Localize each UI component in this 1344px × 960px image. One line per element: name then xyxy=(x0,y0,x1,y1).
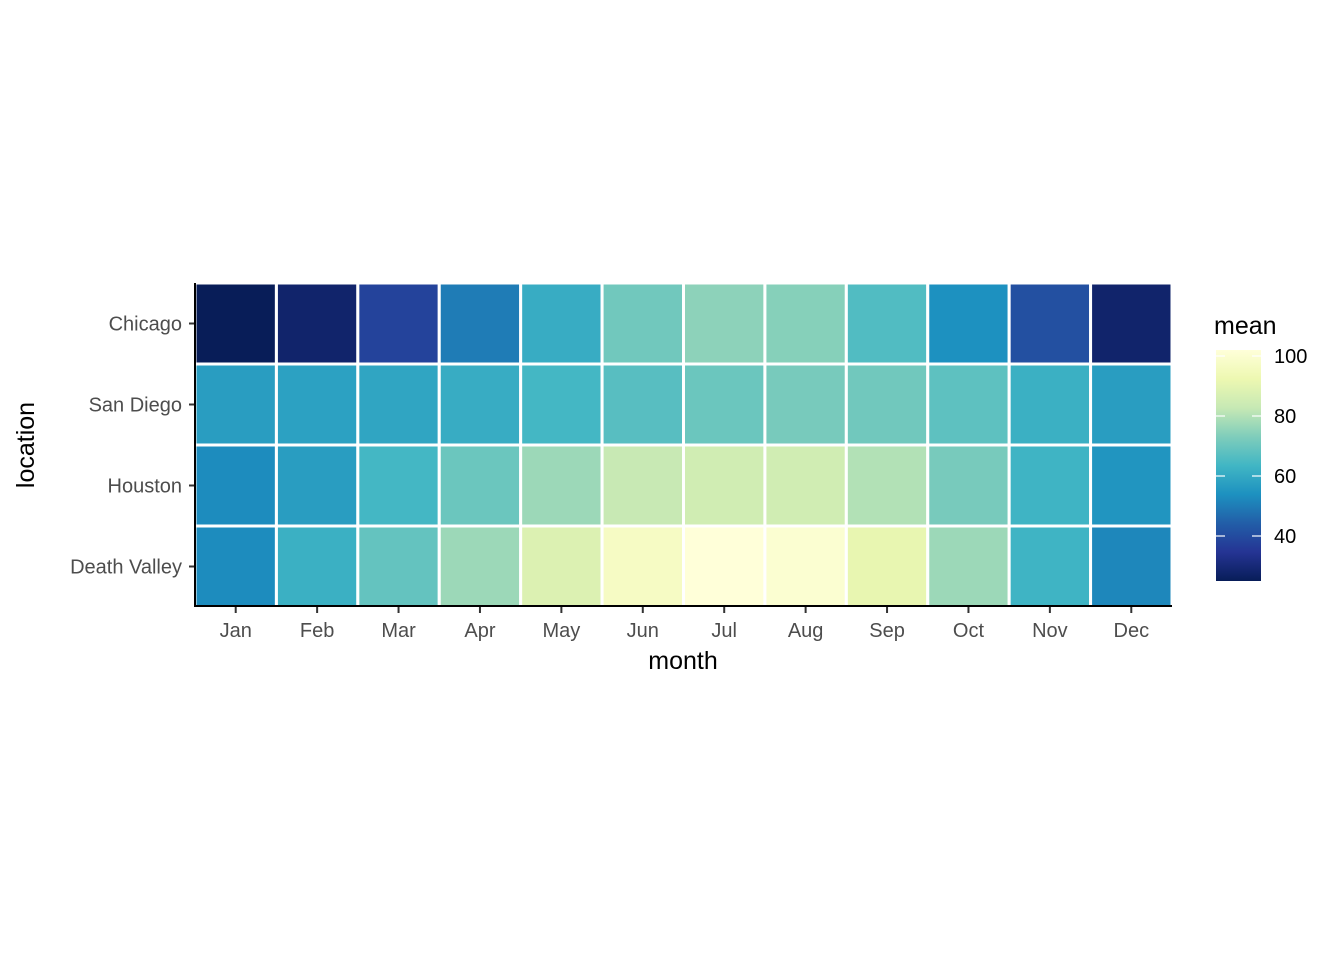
heatmap-cell xyxy=(437,281,523,366)
heatmap-cell xyxy=(926,281,1011,366)
heatmap-cell xyxy=(274,281,360,366)
heatmap-cell xyxy=(356,362,441,447)
heatmap-cell xyxy=(600,281,685,366)
heatmap-cells xyxy=(193,281,1174,609)
x-tick-label: Nov xyxy=(1032,620,1068,642)
legend-title: mean xyxy=(1214,312,1277,340)
y-tick-label: Chicago xyxy=(109,314,182,336)
heatmap-cell xyxy=(193,443,278,528)
x-tick-label: Sep xyxy=(869,620,905,642)
heatmap-cell xyxy=(763,524,848,609)
heatmap-cell xyxy=(926,362,1011,447)
heatmap-cell xyxy=(1007,443,1093,528)
legend-ticks: 40 60 80 100 xyxy=(1216,346,1307,548)
heatmap-cell xyxy=(1089,281,1174,366)
x-tick-label: Mar xyxy=(381,620,416,642)
heatmap-cell xyxy=(1089,362,1174,447)
y-tick-label: Death Valley xyxy=(70,557,182,579)
heatmap-cell xyxy=(437,524,523,609)
heatmap-cell xyxy=(926,443,1011,528)
heatmap-cell xyxy=(600,362,685,447)
heatmap-cell xyxy=(600,524,685,609)
legend-tick-label: 100 xyxy=(1274,346,1307,368)
heatmap-cell xyxy=(193,362,278,447)
heatmap-cell xyxy=(844,281,930,366)
x-tick-label: May xyxy=(542,620,580,642)
y-tick-label: San Diego xyxy=(89,395,182,417)
heatmap-cell xyxy=(1007,281,1093,366)
heatmap-cell xyxy=(274,524,360,609)
heatmap-cell xyxy=(519,281,604,366)
heatmap-cell xyxy=(682,362,767,447)
heatmap-cell xyxy=(356,443,441,528)
y-axis: Chicago San Diego Houston Death Valley xyxy=(70,314,195,579)
heatmap-cell xyxy=(356,524,441,609)
heatmap-cell xyxy=(682,281,767,366)
heatmap-cell xyxy=(763,281,848,366)
heatmap-cell xyxy=(682,524,767,609)
heatmap-cell xyxy=(274,362,360,447)
heatmap-cell xyxy=(437,362,523,447)
x-tick-label: Oct xyxy=(953,620,985,642)
x-tick-label: Jul xyxy=(711,620,737,642)
y-axis-title: location xyxy=(12,402,40,488)
x-tick-label: Jun xyxy=(627,620,659,642)
heatmap-cell xyxy=(682,443,767,528)
heatmap-cell xyxy=(193,524,278,609)
heatmap-cell xyxy=(274,443,360,528)
legend-tick-label: 80 xyxy=(1274,406,1296,428)
legend-tick-label: 60 xyxy=(1274,466,1296,488)
heatmap-cell xyxy=(193,281,278,366)
x-tick-label: Feb xyxy=(300,620,334,642)
heatmap-cell xyxy=(519,443,604,528)
x-tick-label: Jan xyxy=(220,620,252,642)
heatmap-cell xyxy=(1089,524,1174,609)
y-tick-label: Houston xyxy=(108,476,183,498)
legend-colorbar xyxy=(1216,350,1261,581)
heatmap-cell xyxy=(600,443,685,528)
heatmap-cell xyxy=(519,524,604,609)
x-tick-label: Aug xyxy=(788,620,824,642)
x-axis-title: month xyxy=(648,647,717,675)
x-tick-label: Dec xyxy=(1114,620,1150,642)
heatmap-cell xyxy=(1007,524,1093,609)
heatmap-cell xyxy=(844,524,930,609)
heatmap-cell xyxy=(844,362,930,447)
legend: mean 40 60 80 100 xyxy=(1214,312,1307,581)
heatmap-cell xyxy=(763,443,848,528)
legend-tick-label: 40 xyxy=(1274,526,1296,548)
heatmap-cell xyxy=(926,524,1011,609)
x-tick-label: Apr xyxy=(464,620,495,642)
heatmap-cell xyxy=(763,362,848,447)
heatmap-cell xyxy=(844,443,930,528)
heatmap-cell xyxy=(1007,362,1093,447)
x-axis: Jan Feb Mar Apr May Jun Jul Aug Sep Oct Nov Dec xyxy=(220,607,1149,642)
heatmap-cell xyxy=(356,281,441,366)
heatmap-cell xyxy=(519,362,604,447)
heatmap-cell xyxy=(1089,443,1174,528)
heatmap-cell xyxy=(437,443,523,528)
